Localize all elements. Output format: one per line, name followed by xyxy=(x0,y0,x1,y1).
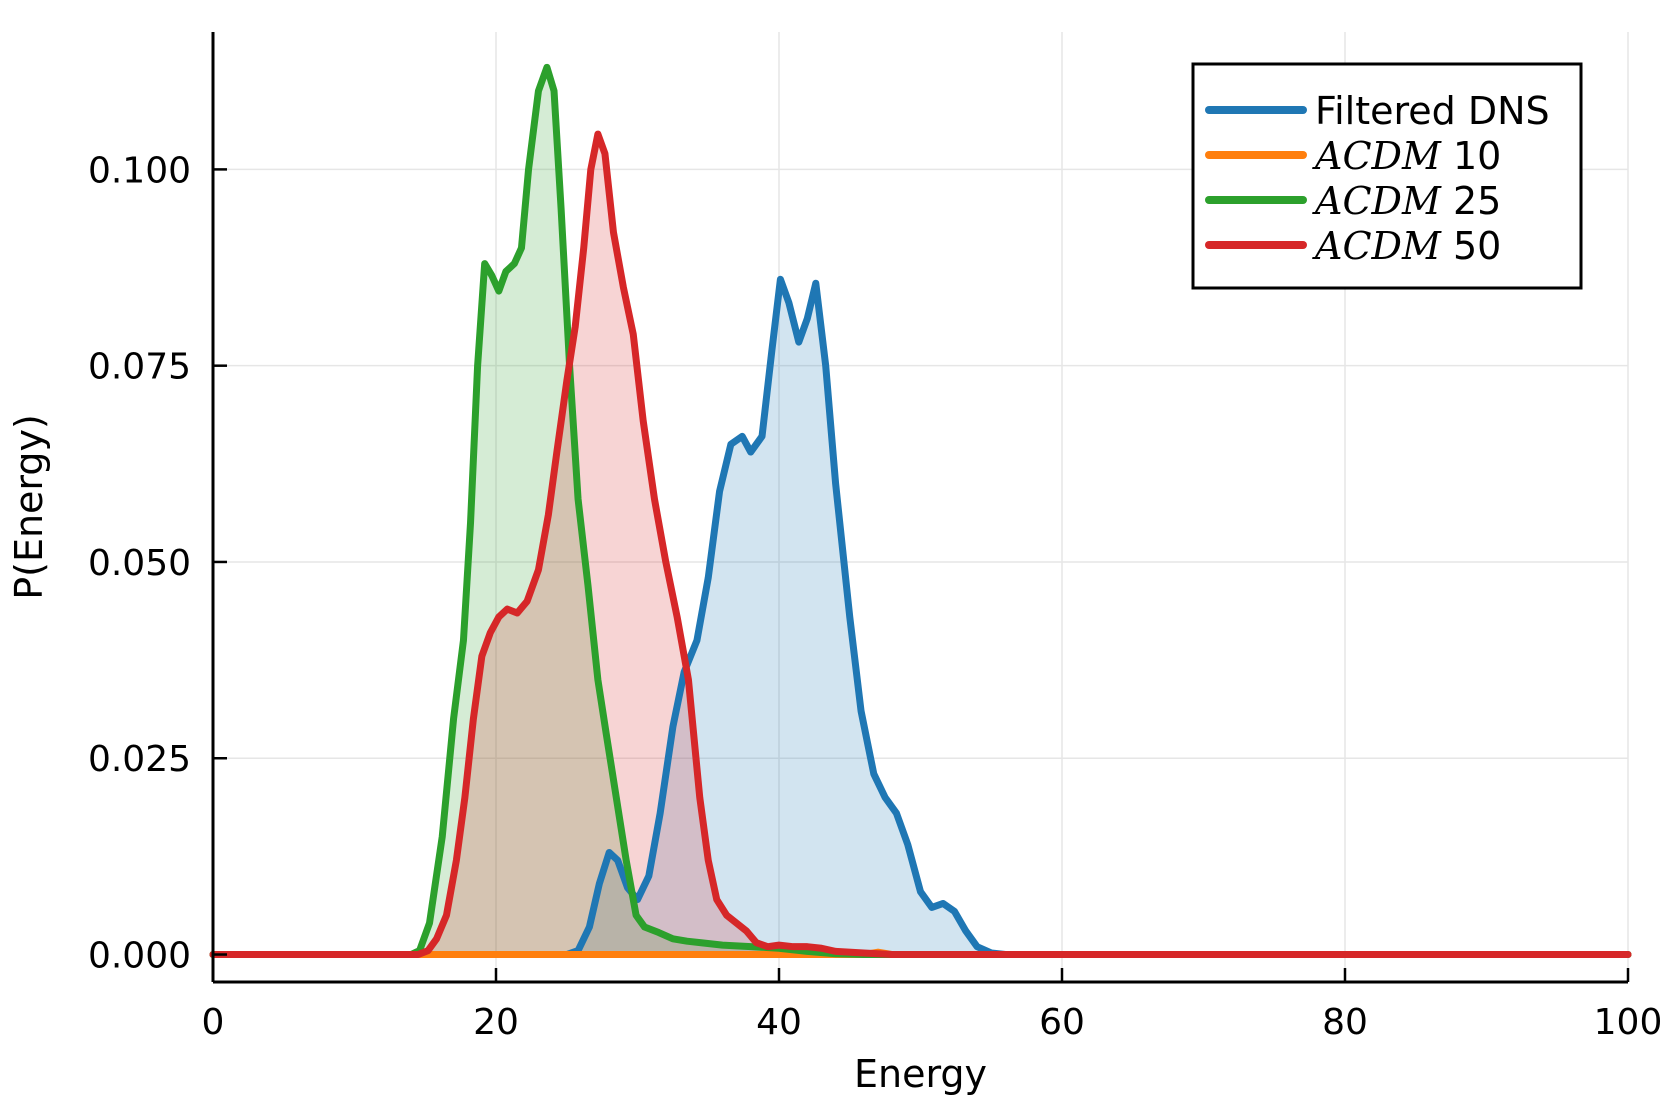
legend-label-1: ACDM 10 xyxy=(1312,134,1501,178)
legend-label-3: ACDM 50 xyxy=(1312,224,1501,268)
y-tick-label-4: 0.100 xyxy=(88,150,191,191)
legend-math-3: ACDM xyxy=(1312,224,1442,268)
legend-math-2: ACDM xyxy=(1312,179,1442,223)
series-line-0 xyxy=(209,275,1632,959)
series-line-3 xyxy=(209,130,1632,959)
x-tick-label-0: 0 xyxy=(202,1002,225,1043)
y-tick-label-0: 0.000 xyxy=(88,936,191,977)
y-axis-label: P(Energy) xyxy=(7,414,51,600)
x-tick-label-4: 80 xyxy=(1322,1002,1368,1043)
axes xyxy=(211,32,1630,984)
series-fill-0 xyxy=(213,279,1628,955)
series-fill-3 xyxy=(213,134,1628,955)
legend-label-0: Filtered DNS xyxy=(1315,89,1550,133)
tick-labels: 0 20 40 60 80 100 0.000 0.025 0.050 0.075 0.100 xyxy=(88,150,1661,1043)
series-line-2 xyxy=(209,63,1632,959)
y-tick-label-2: 0.050 xyxy=(88,543,191,584)
x-tick-label-1: 20 xyxy=(473,1002,519,1043)
series-lines xyxy=(209,63,1632,959)
series-fills xyxy=(213,67,1628,955)
y-tick-label-1: 0.025 xyxy=(88,739,191,780)
x-axis-label: Energy xyxy=(854,1052,987,1096)
series-fill-2 xyxy=(213,67,1628,955)
legend-math-1: ACDM xyxy=(1312,134,1442,178)
y-tick-label-3: 0.075 xyxy=(88,347,191,388)
legend-suffix-1: 10 xyxy=(1441,134,1501,178)
legend-suffix-2: 25 xyxy=(1441,179,1501,223)
x-tick-label-5: 100 xyxy=(1594,1002,1661,1043)
legend-suffix-3: 50 xyxy=(1441,224,1501,268)
x-tick-label-3: 60 xyxy=(1039,1002,1085,1043)
legend-label-2: ACDM 25 xyxy=(1312,179,1501,223)
x-tick-label-2: 40 xyxy=(756,1002,802,1043)
legend-box xyxy=(1191,62,1583,290)
